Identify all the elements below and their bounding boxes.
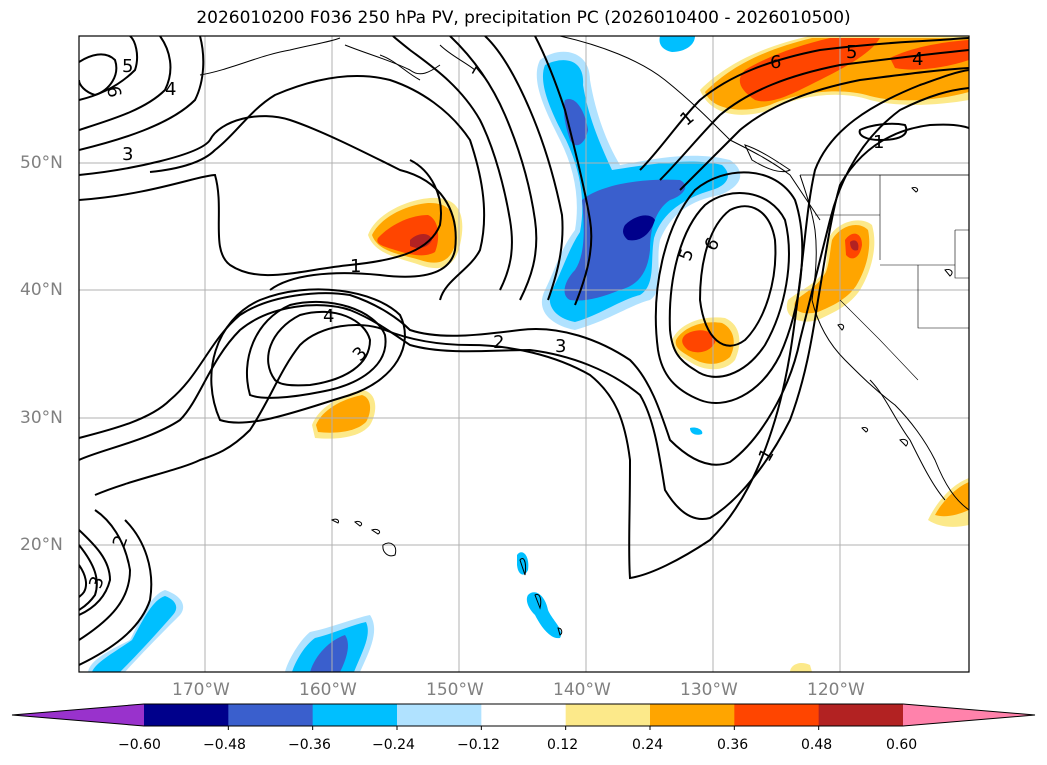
contour-label: 5: [846, 42, 857, 63]
contour-label: 3: [122, 144, 133, 165]
lon-label: 160°W: [299, 680, 357, 700]
colorbar: [11, 703, 1036, 730]
map-title: 2026010200 F036 250 hPa PV, precipitatio…: [196, 8, 851, 28]
precip-positive-region: [682, 330, 716, 353]
lon-label: 140°W: [553, 680, 611, 700]
precip-negative-region: [310, 635, 348, 672]
precip-negative-region: [659, 36, 695, 52]
colorbar-segment: [397, 704, 482, 726]
lat-label: 20°N: [20, 535, 63, 555]
coastlines: [199, 36, 969, 636]
lon-label: 170°W: [172, 680, 230, 700]
lon-label: 120°W: [807, 680, 865, 700]
colorbar-segment: [144, 704, 229, 726]
precip-positive-region: [935, 482, 969, 517]
contour-label: 3: [555, 336, 566, 357]
contour-label: 4: [165, 79, 176, 100]
precip-positive-region: [850, 240, 859, 251]
colorbar-segment: [650, 704, 735, 726]
precip-negative-region: [92, 596, 177, 672]
colorbar-tick-label: 0.48: [801, 737, 833, 753]
precip-negative-region: [690, 427, 703, 435]
precip-positive-region: [316, 395, 371, 433]
colorbar-outline: [11, 703, 1036, 727]
contour-label: 6: [102, 84, 125, 99]
pv-contours: [79, 36, 969, 666]
colorbar-segment: [312, 704, 398, 726]
precip-positive-region: [410, 234, 432, 248]
precip-negative-region: [526, 592, 562, 639]
colorbar-tick-label: 0.60: [886, 737, 918, 753]
precip-negative-region: [564, 179, 686, 301]
contour-label: 1: [873, 132, 884, 153]
colorbar-tick-label: −0.36: [288, 737, 331, 753]
colorbar-segment: [481, 704, 567, 726]
colorbar-tick-label: −0.60: [118, 737, 161, 753]
lat-label: 40°N: [20, 280, 63, 300]
precip-positive-region: [739, 38, 880, 102]
colorbar-tick-label: −0.48: [203, 737, 246, 753]
colorbar-tick-label: −0.12: [457, 737, 500, 753]
contour-label: 4: [323, 306, 334, 327]
colorbar-segment: [818, 704, 904, 726]
lat-label: 50°N: [20, 153, 63, 173]
colorbar-tick-label: −0.24: [372, 737, 415, 753]
lon-label: 130°W: [680, 680, 738, 700]
contour-label: 5: [122, 56, 133, 77]
precip-negative-region: [623, 215, 655, 241]
lat-label: 30°N: [20, 408, 63, 428]
colorbar-tick-label: 0.12: [547, 737, 579, 753]
contour-label: 6: [770, 52, 781, 73]
contour-label: 4: [912, 49, 923, 70]
colorbar-tick-label: 0.24: [632, 737, 664, 753]
colorbar-segment: [228, 704, 314, 726]
plot-frame: [78, 35, 970, 673]
colorbar-extend-max: [903, 704, 1035, 726]
contour-label: 2: [493, 332, 504, 353]
colorbar-tick-label: 0.36: [717, 737, 749, 753]
plot-area: [79, 36, 969, 672]
precip-positive-region: [790, 662, 812, 672]
contour-label: 1: [350, 256, 361, 277]
colorbar-segment: [734, 704, 820, 726]
colorbar-segment: [565, 704, 651, 726]
colorbar-extend-min: [12, 704, 144, 726]
lon-label: 150°W: [426, 680, 484, 700]
